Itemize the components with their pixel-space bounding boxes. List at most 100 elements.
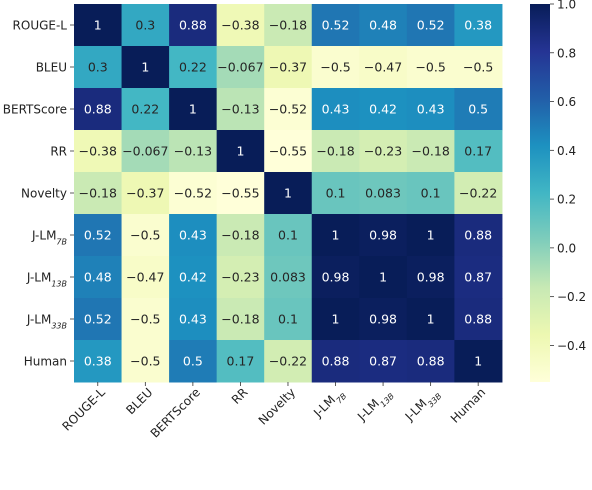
- heatmap-cell: [311, 298, 360, 341]
- heatmap-cell-value: 0.43: [322, 102, 350, 117]
- heatmap-cell: [359, 298, 408, 341]
- y-tick-label: J-LM7B: [31, 229, 67, 247]
- heatmap-cell: [454, 46, 503, 89]
- x-tick-label: J-LM33B: [402, 385, 443, 426]
- heatmap-cell-value: 0.98: [369, 228, 397, 243]
- heatmap-cell: [216, 256, 265, 299]
- heatmap-cell-value: 0.88: [464, 312, 492, 327]
- y-tick-label: J-LM13B: [26, 271, 67, 289]
- x-tick-label: RR: [229, 385, 251, 407]
- heatmap-cell: [264, 88, 313, 131]
- heatmap-cell-value: 0.88: [417, 354, 445, 369]
- heatmap-cell-value: 0.88: [84, 102, 112, 117]
- colorbar-tick-label: 0.0: [557, 241, 576, 255]
- heatmap-cell: [264, 4, 313, 47]
- heatmap-cell-value: 0.48: [84, 270, 112, 285]
- heatmap-cell-value: 0.1: [278, 312, 298, 327]
- heatmap-cell: [74, 4, 123, 47]
- heatmap-cell: [169, 88, 218, 131]
- heatmap-cell-value: 1: [332, 312, 340, 327]
- heatmap-cell-value: −0.22: [269, 354, 307, 369]
- heatmap-cell: [454, 130, 503, 173]
- heatmap-cells: [74, 4, 503, 383]
- heatmap-cell: [74, 88, 123, 131]
- heatmap-cell-value: 0.17: [227, 354, 255, 369]
- heatmap-cell: [216, 130, 265, 173]
- heatmap-cell-value: 1: [236, 144, 244, 159]
- heatmap-cell: [406, 46, 455, 89]
- heatmap-cell-value: 0.38: [464, 18, 492, 33]
- heatmap-cell-value: −0.23: [364, 144, 402, 159]
- heatmap-cell: [454, 298, 503, 341]
- heatmap-cell-value: −0.5: [320, 60, 350, 75]
- heatmap-cell: [264, 256, 313, 299]
- heatmap-cell-value: 0.3: [135, 18, 155, 33]
- colorbar-tick-label: −0.4: [557, 339, 586, 353]
- heatmap-cell: [169, 4, 218, 47]
- heatmap-cell-value: 0.1: [421, 186, 441, 201]
- heatmap-cell: [311, 172, 360, 215]
- heatmap-cell-value: −0.18: [221, 312, 259, 327]
- y-tick-label: Human: [24, 355, 67, 369]
- heatmap-cell: [216, 340, 265, 383]
- heatmap-cell: [216, 214, 265, 257]
- heatmap-cell: [454, 88, 503, 131]
- heatmap-cell: [359, 256, 408, 299]
- heatmap-cell: [454, 256, 503, 299]
- heatmap-cell: [264, 214, 313, 257]
- y-tick-label: BLEU: [36, 61, 67, 75]
- y-tick-label: ROUGE-L: [13, 19, 68, 33]
- heatmap-cell-value: 0.083: [270, 270, 306, 285]
- heatmap-cell-value: 0.17: [464, 144, 492, 159]
- heatmap-cell-value: 0.88: [464, 228, 492, 243]
- heatmap-cell: [216, 172, 265, 215]
- x-tick-label: ROUGE-L: [59, 385, 108, 434]
- heatmap-cell: [359, 130, 408, 173]
- heatmap-cell: [121, 130, 170, 173]
- heatmap-cell: [74, 298, 123, 341]
- heatmap-cell-value: −0.18: [79, 186, 117, 201]
- heatmap-cell-value: 0.98: [322, 270, 350, 285]
- heatmap-cell: [264, 298, 313, 341]
- heatmap-cell: [121, 256, 170, 299]
- heatmap-cell-value: 0.52: [322, 18, 350, 33]
- heatmap-cell-value: −0.38: [221, 18, 259, 33]
- heatmap-cell-value: −0.5: [130, 312, 160, 327]
- heatmap-cell: [121, 172, 170, 215]
- heatmap-cell-value: −0.22: [459, 186, 497, 201]
- heatmap-cell-value: 0.87: [464, 270, 492, 285]
- heatmap-cell-value: 0.1: [326, 186, 346, 201]
- heatmap-cell: [216, 46, 265, 89]
- heatmap-cell: [121, 46, 170, 89]
- heatmap-cell-value: 0.1: [278, 228, 298, 243]
- heatmap-cell: [359, 340, 408, 383]
- y-axis-tick-labels: ROUGE-L BLEU BERTScore RR Novelty J-LM7B J-LM1…: [3, 19, 74, 369]
- heatmap-cell-value: 1: [284, 186, 292, 201]
- heatmap-cell: [264, 340, 313, 383]
- heatmap-cell-value: 0.48: [369, 18, 397, 33]
- heatmap-cell: [74, 172, 123, 215]
- heatmap-cell: [121, 4, 170, 47]
- heatmap-cell-value: −0.067: [122, 144, 168, 159]
- colorbar-gradient: [530, 4, 550, 382]
- heatmap-cell-value: 0.38: [84, 354, 112, 369]
- heatmap-cell-value: −0.47: [364, 60, 402, 75]
- heatmap-cell-value: −0.18: [411, 144, 449, 159]
- heatmap-cell-value: 0.88: [179, 18, 207, 33]
- heatmap-cell-value: −0.067: [217, 60, 263, 75]
- heatmap-cell-value: 0.43: [179, 312, 207, 327]
- heatmap-cell-value: −0.37: [126, 186, 164, 201]
- heatmap-cell-value: −0.18: [269, 18, 307, 33]
- y-tick-label: BERTScore: [3, 103, 67, 117]
- heatmap-cell-value: 0.98: [369, 312, 397, 327]
- heatmap-cell: [311, 214, 360, 257]
- heatmap-cell-value: 0.52: [84, 228, 112, 243]
- heatmap-cell-value: 0.52: [417, 18, 445, 33]
- heatmap-cell: [359, 172, 408, 215]
- heatmap-cell-value: 1: [189, 102, 197, 117]
- heatmap-cell-value: −0.55: [269, 144, 307, 159]
- heatmap-cell: [359, 88, 408, 131]
- heatmap-cell: [169, 298, 218, 341]
- heatmap-cell-value: 0.43: [179, 228, 207, 243]
